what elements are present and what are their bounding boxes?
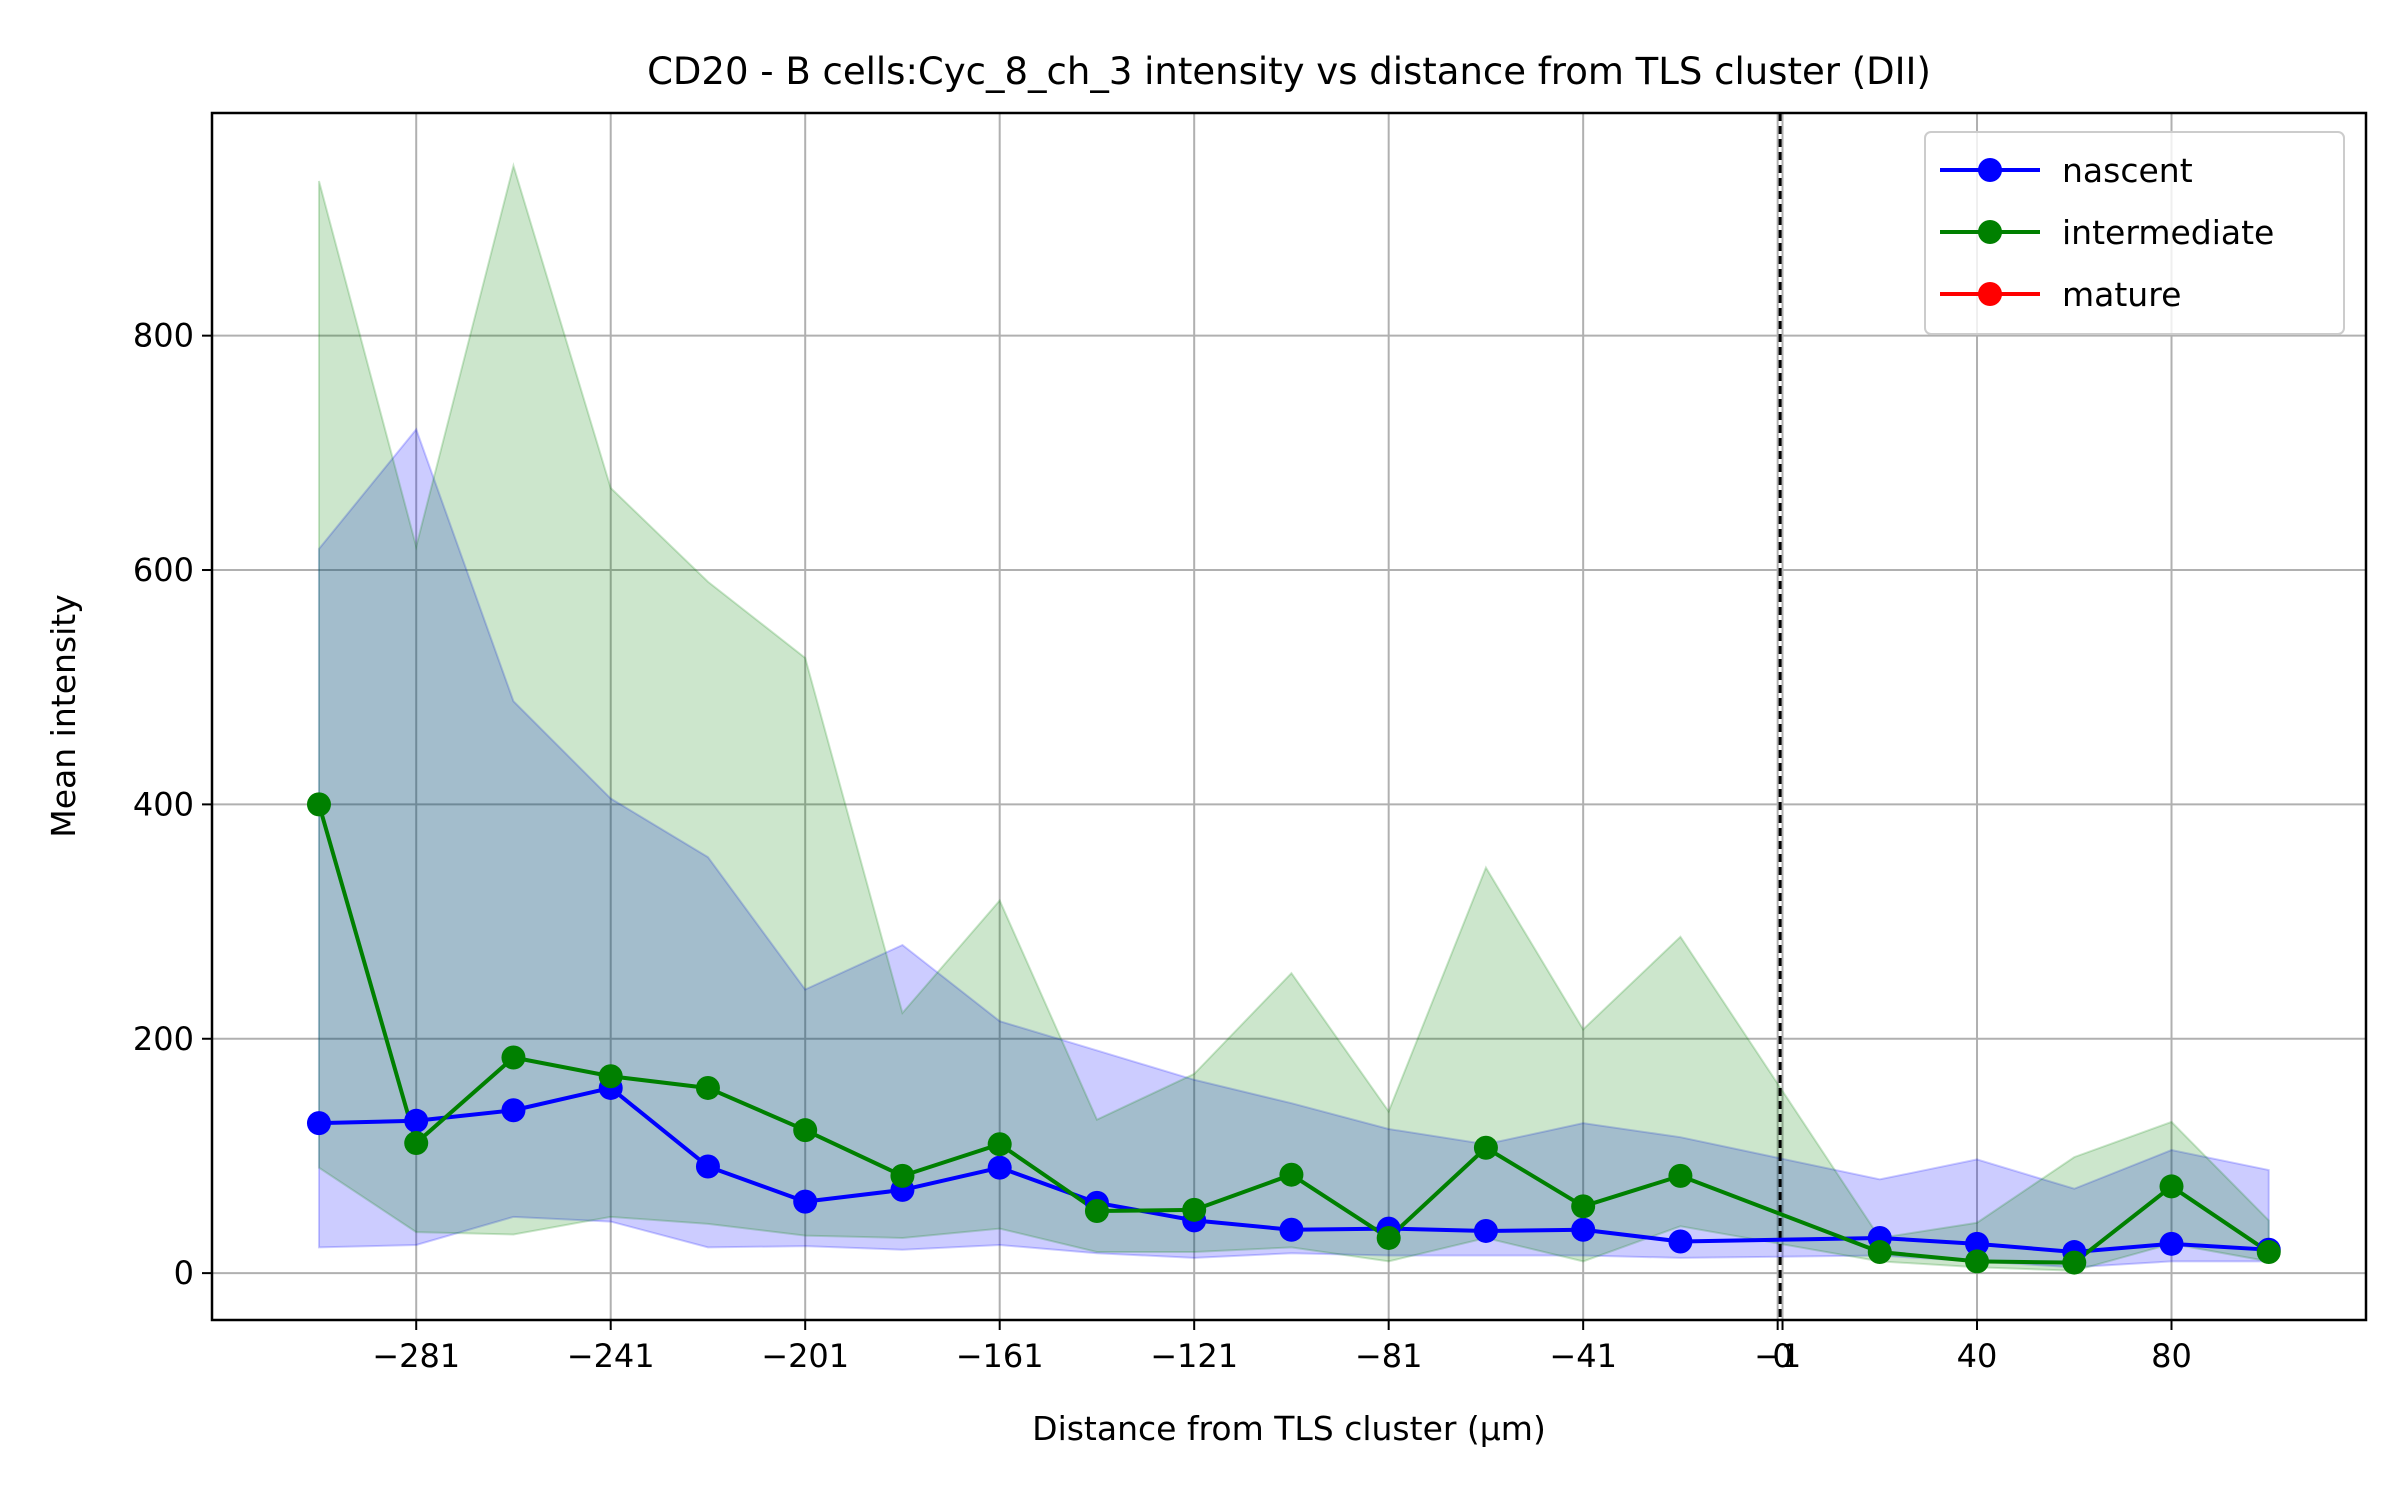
chart-title: CD20 - B cells:Cyc_8_ch_3 intensity vs d… — [647, 50, 1931, 93]
point-nascent — [1668, 1229, 1693, 1254]
grid — [212, 113, 2366, 1320]
point-intermediate — [501, 1045, 526, 1070]
series-lines — [317, 803, 2270, 1265]
point-nascent — [2159, 1231, 2184, 1256]
x-axis-label: Distance from TLS cluster (μm) — [1032, 1409, 1546, 1448]
point-intermediate — [306, 792, 331, 817]
series-markers — [306, 792, 2281, 1275]
x-tick-label: 40 — [1957, 1337, 1998, 1375]
point-intermediate — [1279, 1162, 1304, 1187]
point-nascent — [404, 1108, 429, 1133]
point-intermediate — [2256, 1240, 2281, 1265]
point-intermediate — [2062, 1250, 2087, 1275]
x-axis: −281 −241 −201 −161 −121 −81 −41 −10 40 80 — [372, 1320, 2192, 1375]
point-intermediate — [404, 1131, 429, 1156]
point-nascent — [695, 1154, 720, 1179]
point-intermediate — [1867, 1240, 1892, 1265]
y-tick-label: 400 — [133, 785, 194, 823]
plot-frame — [210, 111, 2368, 1322]
point-intermediate — [598, 1064, 623, 1089]
x-tick-label: −241 — [567, 1337, 655, 1375]
legend-label-nascent: nascent — [2062, 151, 2193, 190]
x-tick-label: −201 — [761, 1337, 849, 1375]
x-tick-label: 0 — [1772, 1337, 1792, 1375]
point-nascent — [306, 1111, 331, 1136]
x-tick-label: −81 — [1355, 1337, 1423, 1375]
y-tick-label: 200 — [133, 1020, 194, 1058]
point-nascent — [1571, 1217, 1596, 1242]
y-tick-label: 0 — [174, 1254, 194, 1292]
point-intermediate — [695, 1075, 720, 1100]
line-intermediate — [317, 803, 2270, 1265]
point-nascent — [1965, 1231, 1990, 1256]
line-nascent — [318, 1085, 2269, 1255]
point-intermediate — [1473, 1135, 1498, 1160]
point-intermediate — [890, 1163, 915, 1188]
point-intermediate — [1571, 1194, 1596, 1219]
y-axis-label: Mean intensity — [44, 594, 83, 837]
point-nascent — [501, 1098, 526, 1123]
point-intermediate — [793, 1118, 818, 1143]
x-tick-label: −281 — [372, 1337, 460, 1375]
point-nascent — [1473, 1218, 1498, 1243]
legend-label-intermediate: intermediate — [2062, 213, 2274, 252]
legend-marker-mature — [1978, 282, 2002, 306]
point-intermediate — [987, 1132, 1012, 1157]
legend-box — [1924, 131, 2345, 335]
point-nascent — [987, 1155, 1012, 1180]
point-nascent — [793, 1189, 818, 1214]
x-tick-label: −161 — [956, 1337, 1044, 1375]
legend-label-mature: mature — [2062, 275, 2181, 314]
point-intermediate — [1965, 1249, 1990, 1274]
point-intermediate — [1376, 1225, 1401, 1250]
y-tick-label: 800 — [133, 317, 194, 355]
point-intermediate — [1084, 1199, 1109, 1224]
y-axis: 0 200 400 600 800 — [133, 317, 212, 1292]
point-intermediate — [1668, 1163, 1693, 1188]
x-tick-label: −41 — [1549, 1337, 1617, 1375]
x-tick-label: −121 — [1150, 1337, 1238, 1375]
point-intermediate — [1182, 1197, 1207, 1222]
x-tick-label: −1 — [1754, 1337, 1801, 1375]
y-tick-label: 600 — [133, 551, 194, 589]
point-intermediate — [2159, 1174, 2184, 1199]
legend-marker-nascent — [1978, 158, 2002, 182]
point-nascent — [1279, 1217, 1304, 1242]
legend: nascent intermediate mature — [1924, 131, 2345, 335]
x-tick-label: 80 — [2151, 1337, 2192, 1375]
legend-marker-intermediate — [1978, 220, 2002, 244]
